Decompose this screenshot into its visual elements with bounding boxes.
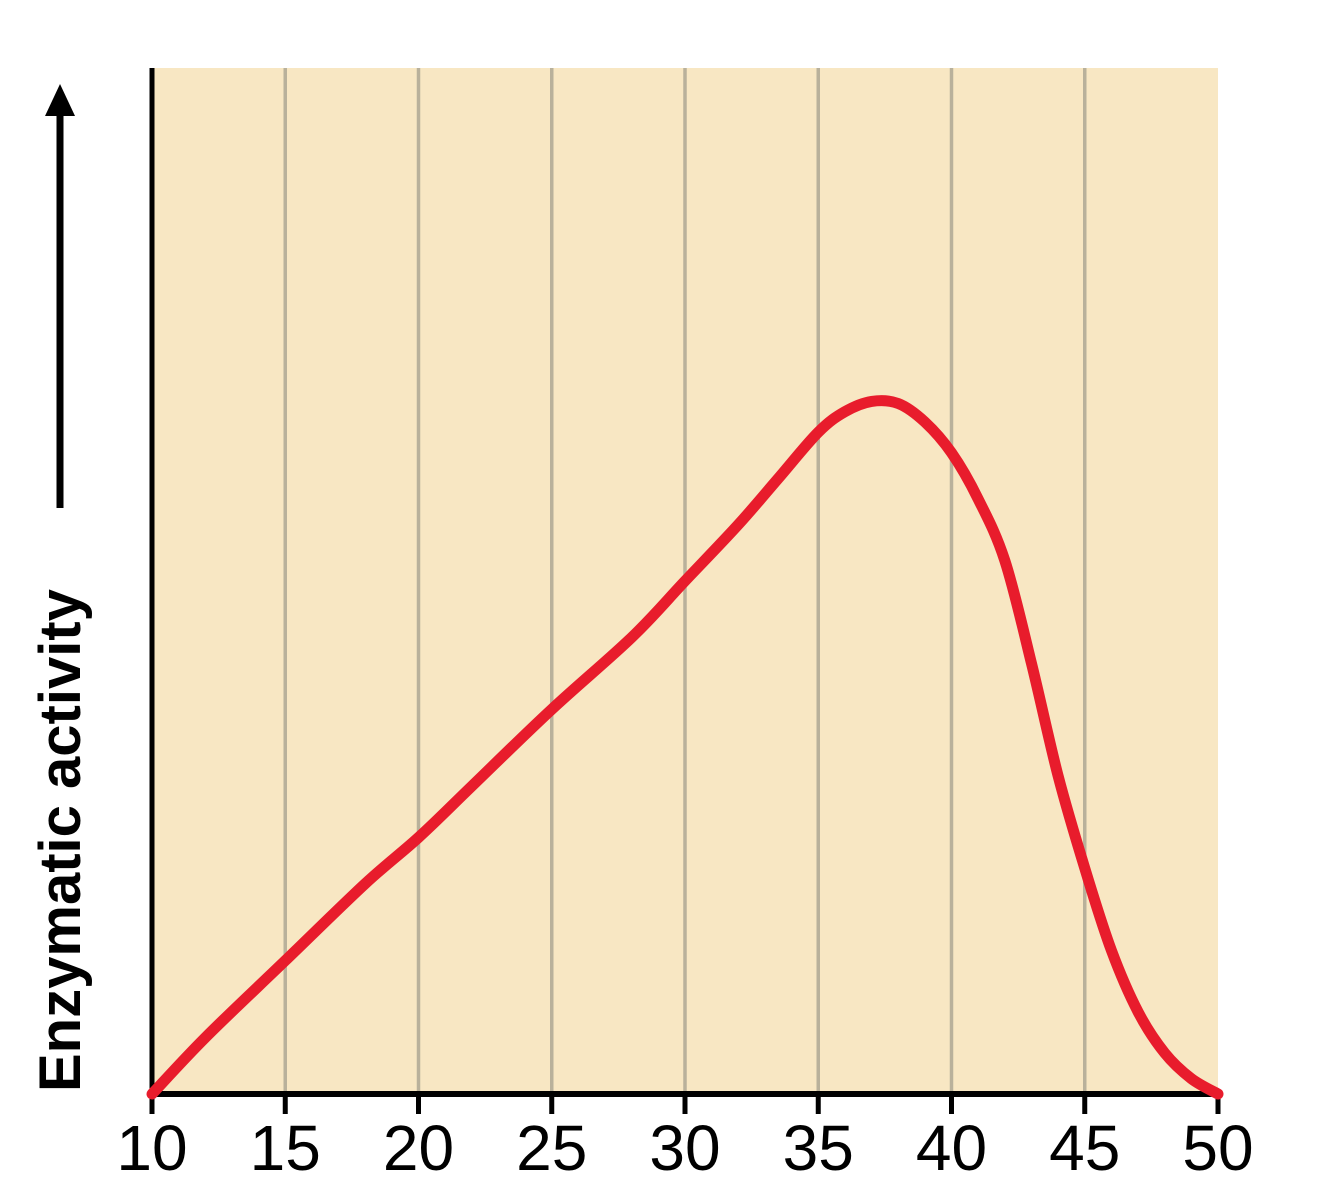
x-tick-label: 40: [916, 1112, 987, 1184]
x-tick-label: 30: [649, 1112, 720, 1184]
y-axis-group: Enzymatic activity: [28, 84, 93, 1092]
x-tick-label: 35: [783, 1112, 854, 1184]
x-tick-label: 20: [383, 1112, 454, 1184]
y-axis-arrowhead-icon: [45, 84, 75, 116]
plot-area: 10 15 20 25 30 35 40 45 50: [116, 68, 1254, 1184]
activity-curve: [146, 395, 1224, 1100]
x-tick-label: 15: [250, 1112, 321, 1184]
x-tick-label: 50: [1182, 1112, 1253, 1184]
x-tick-label: 45: [1049, 1112, 1120, 1184]
x-tick-label: 10: [116, 1112, 187, 1184]
x-tick-label: 25: [516, 1112, 587, 1184]
y-axis-label: Enzymatic activity: [28, 589, 93, 1092]
